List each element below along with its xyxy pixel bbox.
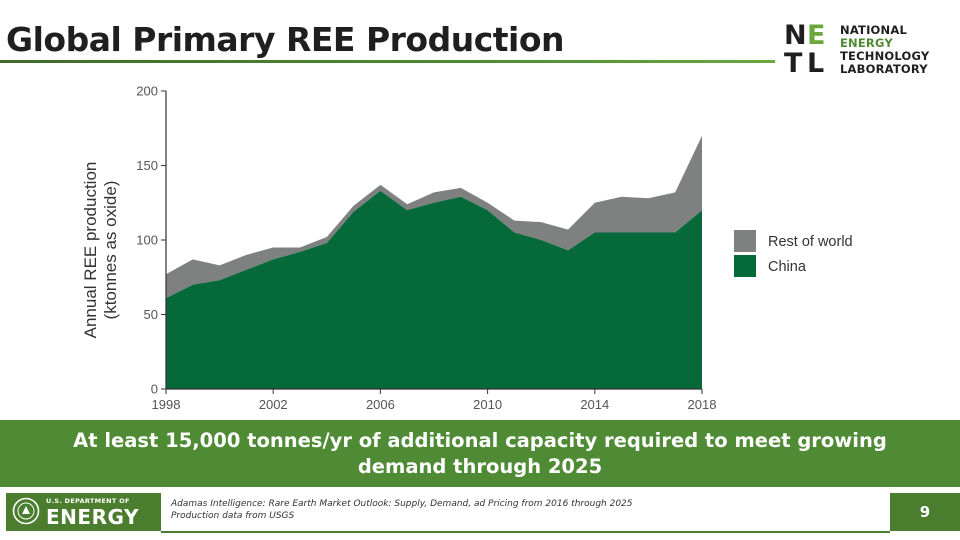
legend-label-china: China (768, 259, 807, 275)
legend-swatch-rest-of-world (734, 230, 756, 252)
logo-line-energy: ENERGY (840, 36, 893, 50)
y-tick-label-100: 100 (136, 233, 158, 248)
page-number-box: 9 (890, 493, 960, 531)
citations: Adamas Intelligence: Rare Earth Market O… (171, 498, 633, 522)
logo-line-national: NATIONAL (840, 23, 907, 37)
y-axis-label-line-1: (ktonnes as oxide) (101, 181, 120, 320)
legend-swatch-china (734, 255, 756, 277)
x-tick-label-2014: 2014 (580, 397, 609, 412)
x-tick-label-2002: 2002 (259, 397, 288, 412)
legend-label-rest-of-world: Rest of world (768, 234, 853, 250)
callout-text: At least 15,000 tonnes/yr of additional … (73, 428, 887, 478)
page-title: Global Primary REE Production (6, 20, 565, 59)
logo-letter-n: N (784, 20, 807, 51)
doe-energy-text: ENERGY (46, 505, 139, 529)
logo-letter-l: L (807, 48, 825, 79)
footer-rule (161, 531, 890, 533)
y-axis-label-line-0: Annual REE production (81, 162, 100, 339)
page-number: 9 (919, 503, 931, 521)
x-tick-label-2006: 2006 (366, 397, 395, 412)
title-underline (0, 60, 775, 63)
logo-letter-e: E (807, 20, 826, 51)
x-tick-label-1998: 1998 (152, 397, 181, 412)
area-rest-of-world (166, 135, 702, 299)
y-tick-label-50: 50 (144, 307, 158, 322)
logo-letter-t: T (784, 48, 803, 79)
netl-logo: N E T L NATIONAL ENERGY TECHNOLOGY LABOR… (782, 20, 952, 80)
y-tick-label-0: 0 (151, 382, 158, 397)
citation-adamas: Adamas Intelligence: Rare Earth Market O… (171, 499, 633, 509)
ree-production-chart: 0 50 100 150 200 1998 2002 2006 2010 2014 2018 Annu… (81, 84, 853, 413)
x-tick-label-2010: 2010 (473, 397, 502, 412)
x-tick-label-2018: 2018 (688, 397, 717, 412)
netl-logo-mark: N E T L (782, 20, 832, 78)
doe-logo: U.S. DEPARTMENT OF ENERGY (6, 493, 161, 531)
netl-logo-wordmark: NATIONAL ENERGY TECHNOLOGY LABORATORY (840, 24, 929, 76)
callout-banner: At least 15,000 tonnes/yr of additional … (0, 420, 960, 487)
citation-usgs: Production data from USGS (171, 511, 295, 521)
area-china (166, 190, 702, 389)
doe-seal-icon (12, 497, 40, 525)
footer: U.S. DEPARTMENT OF ENERGY Adamas Intelli… (0, 490, 960, 540)
doe-department-text: U.S. DEPARTMENT OF (46, 497, 130, 505)
logo-line-laboratory: LABORATORY (840, 62, 928, 76)
logo-line-technology: TECHNOLOGY (840, 49, 930, 63)
y-tick-label-150: 150 (136, 158, 158, 173)
y-tick-label-200: 200 (136, 84, 158, 99)
